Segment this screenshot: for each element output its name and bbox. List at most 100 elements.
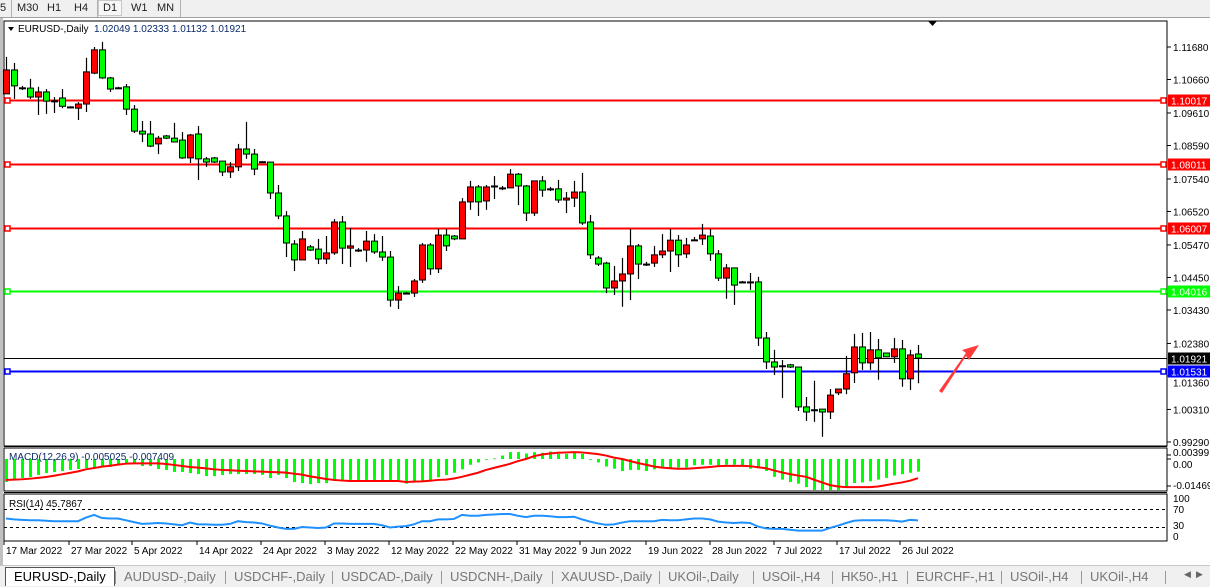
- chart-window[interactable]: 1.11680 1.10660 1.09610 1.08590 1.07540 1.065…: [0, 0, 1210, 565]
- macd-histogram-bar: [837, 459, 840, 490]
- macd-histogram-bar: [85, 459, 88, 469]
- candle: [907, 349, 914, 390]
- macd-histogram-bar: [573, 452, 576, 459]
- tab-audusd-daily[interactable]: AUDUSD-,Daily: [124, 569, 216, 584]
- candle-body: [187, 134, 194, 159]
- date-label: 7 Jul 2022: [776, 546, 823, 557]
- macd-histogram-bar: [477, 459, 480, 463]
- tab-ukoil-daily[interactable]: UKOil-,Daily: [668, 569, 739, 584]
- candle-body: [107, 77, 114, 90]
- macd-histogram-bar: [317, 459, 320, 484]
- candle: [291, 240, 298, 272]
- tab-eurusd-daily[interactable]: EURUSD-,Daily: [5, 567, 115, 586]
- level-handle-right[interactable]: [1160, 97, 1167, 104]
- candle-body: [211, 157, 218, 163]
- tab-hk50-h1[interactable]: HK50-,H1: [841, 569, 899, 584]
- candle-body: [291, 243, 298, 261]
- macd-histogram-bar: [253, 459, 256, 474]
- horizontal-level-line[interactable]: 1.10017: [4, 94, 1210, 108]
- level-handle-left[interactable]: [4, 225, 11, 232]
- candle-body: [51, 100, 58, 103]
- timeframe-toolbar: 5 M30 H1 H4 D1 W1 MN: [0, 0, 1210, 18]
- tab-usdcad-daily[interactable]: USDCAD-,Daily: [341, 569, 433, 584]
- candle: [115, 86, 122, 90]
- tab-xauusd-daily[interactable]: XAUUSD-,Daily: [561, 569, 653, 584]
- level-handle-right[interactable]: [1160, 225, 1167, 232]
- macd-histogram-bar: [197, 459, 200, 474]
- candle: [19, 85, 26, 91]
- chart-shift-marker[interactable]: [928, 21, 937, 26]
- tab-ukoil-h4[interactable]: UKOil-,H4: [1090, 569, 1149, 584]
- tab-scroll-right-icon[interactable]: ▶: [1196, 569, 1203, 579]
- price-tick-label: 1.07540: [1173, 175, 1210, 186]
- rsi-panel: [3, 493, 1168, 542]
- candle-body: [611, 280, 618, 289]
- level-handle-left[interactable]: [4, 161, 11, 168]
- candle: [387, 251, 394, 307]
- candle-body: [171, 137, 178, 143]
- candle: [139, 120, 146, 142]
- candle: [723, 264, 730, 299]
- candle-body: [515, 173, 522, 187]
- candle: [163, 134, 170, 140]
- tab-scroll-left-icon[interactable]: ◀: [1184, 569, 1191, 579]
- candle: [611, 265, 618, 295]
- candle: [155, 135, 162, 155]
- macd-histogram-bar: [909, 459, 912, 473]
- candle: [267, 161, 274, 200]
- candle-body: [387, 256, 394, 301]
- macd-histogram-bar: [381, 459, 384, 480]
- horizontal-level-line[interactable]: 1.06007: [4, 222, 1210, 236]
- tab-usdchf-daily[interactable]: USDCHF-,Daily: [234, 569, 325, 584]
- timeframe-m30[interactable]: M30: [17, 2, 39, 14]
- candle-body: [451, 235, 458, 240]
- candle-body: [651, 254, 658, 264]
- macd-histogram-bar: [725, 459, 728, 465]
- candle-body: [835, 388, 842, 394]
- timeframe-mn[interactable]: MN: [157, 2, 175, 14]
- level-handle-left[interactable]: [4, 288, 11, 295]
- candle: [867, 331, 874, 370]
- tab-usoil-h4[interactable]: USOil-,H4: [762, 569, 821, 584]
- date-label: 27 Mar 2022: [71, 546, 128, 557]
- date-label: 9 Jun 2022: [582, 546, 632, 557]
- level-handle-left[interactable]: [4, 97, 11, 104]
- price-tick-label: 1.11680: [1173, 43, 1209, 54]
- candle: [571, 180, 578, 208]
- timeframe-h1[interactable]: H1: [47, 2, 62, 14]
- level-handle-right[interactable]: [1160, 161, 1167, 168]
- candle-body: [235, 148, 242, 168]
- level-handle-left[interactable]: [4, 368, 11, 375]
- horizontal-level-line[interactable]: 1.08011: [4, 158, 1210, 172]
- candle: [371, 234, 378, 254]
- level-price-label: 1.01531: [1171, 368, 1208, 379]
- candle: [299, 230, 306, 261]
- tab-usoil-h4[interactable]: USOil-,H4: [1010, 569, 1069, 584]
- horizontal-level-line[interactable]: 1.01531: [4, 365, 1210, 379]
- macd-histogram-bar: [917, 459, 920, 472]
- timeframe-d1[interactable]: D1: [98, 0, 123, 16]
- candle: [795, 366, 802, 412]
- timeframe-w1[interactable]: W1: [131, 2, 148, 14]
- candle: [627, 229, 634, 301]
- candle-body: [507, 173, 514, 189]
- tab-usdcnh-daily[interactable]: USDCNH-,Daily: [450, 569, 543, 584]
- timeframe-m5[interactable]: 5: [0, 2, 7, 14]
- candle: [219, 160, 226, 177]
- date-label: 12 May 2022: [391, 546, 449, 557]
- tab-separator: [552, 571, 553, 584]
- tab-eurchf-h1[interactable]: EURCHF-,H1: [916, 569, 995, 584]
- candle: [595, 256, 602, 266]
- macd-histogram-bar: [661, 459, 664, 469]
- candle: [875, 338, 882, 380]
- candle: [411, 279, 418, 297]
- candle: [203, 156, 210, 167]
- horizontal-level-line[interactable]: 1.04016: [4, 285, 1210, 299]
- candle-body: [203, 158, 210, 163]
- dropdown-triangle-icon[interactable]: [8, 27, 14, 31]
- price-tick-label: 1.04450: [1173, 273, 1210, 284]
- level-handle-right[interactable]: [1160, 288, 1167, 295]
- timeframe-h4[interactable]: H4: [74, 2, 89, 14]
- level-handle-right[interactable]: [1160, 368, 1167, 375]
- candle: [731, 267, 738, 305]
